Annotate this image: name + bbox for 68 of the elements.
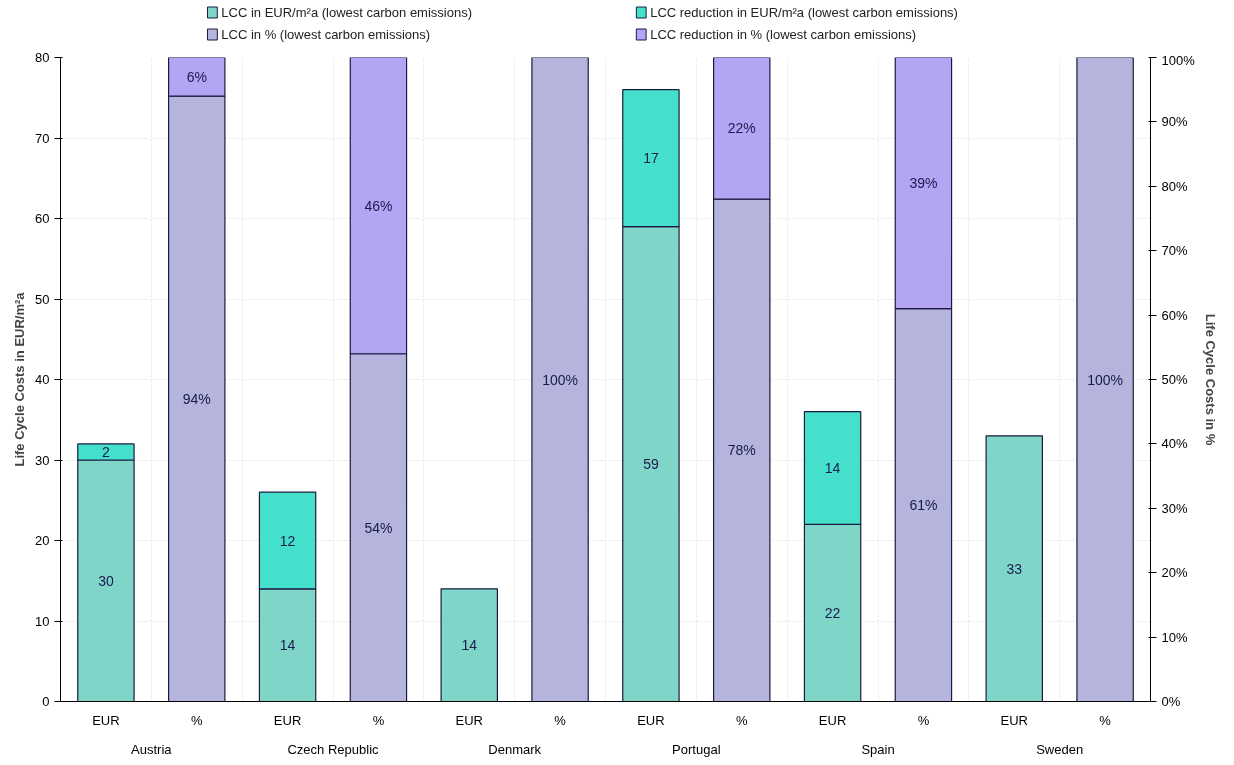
x-tick-label: % <box>917 712 930 728</box>
y2-tick-label: 0% <box>1161 694 1181 709</box>
legend-label: LCC reduction in % (lowest carbon emissions) <box>650 27 917 42</box>
data-label: 14 <box>461 637 478 654</box>
x-tick-label: EUR <box>818 712 847 728</box>
data-label: 6% <box>186 68 207 85</box>
bar <box>1076 57 1134 702</box>
y2-tick-label: 20% <box>1161 565 1188 581</box>
y-tick-label: 0 <box>42 694 50 709</box>
text: Czech Republic <box>287 741 380 757</box>
text: Austria <box>131 741 173 757</box>
bar <box>985 435 1044 702</box>
x-tick-label: % <box>372 712 385 728</box>
x-tick-label: % <box>190 712 203 728</box>
x-tick-label: EUR <box>455 712 483 728</box>
x-tick-label: % <box>554 712 567 728</box>
y2-tick-label: 30% <box>1161 500 1188 516</box>
y-tick-label: 70 <box>35 130 50 146</box>
y-tick-label: 80 <box>35 50 50 65</box>
y2-tick-label: 10% <box>1161 629 1188 645</box>
y-tick-label: 10 <box>35 613 50 629</box>
y-tick-label: 20 <box>35 533 50 548</box>
data-label: 94% <box>182 390 211 407</box>
data-label: 14 <box>824 460 841 477</box>
data-label: 14 <box>279 637 296 654</box>
y2-tick-label: 50% <box>1161 372 1188 387</box>
data-label: 17 <box>643 150 659 167</box>
data-label: 22% <box>727 120 756 137</box>
data-label: 39% <box>909 175 938 192</box>
data-label: 78% <box>727 442 756 459</box>
data-label: 33 <box>1006 560 1023 577</box>
y-tick-label: 40 <box>35 372 50 387</box>
x-tick-label: EUR <box>273 712 302 728</box>
text: Spain <box>861 741 895 757</box>
y-tick-label: 30 <box>35 452 50 468</box>
data-label: 59 <box>643 456 659 473</box>
y-tick-label: 60 <box>35 211 50 226</box>
x-tick-label: % <box>735 712 748 728</box>
data-label: 54% <box>364 519 393 536</box>
data-label: 2 <box>102 443 111 460</box>
data-label: 30 <box>98 572 114 589</box>
y2-tick-label: 80% <box>1161 178 1188 194</box>
y2-tick-label: 70% <box>1161 243 1188 259</box>
legend-label: LCC reduction in EUR/m²a (lowest carbon emissions) <box>650 5 958 20</box>
y2-tick-label: 60% <box>1161 307 1188 323</box>
y-tick-label: 50 <box>35 291 50 307</box>
legend-label: LCC in EUR/m²a (lowest carbon emissions) <box>221 5 473 20</box>
y2-axis-title: Life Cycle Costs in % <box>1202 313 1218 446</box>
text: Portugal <box>672 741 721 757</box>
x-tick-label: EUR <box>92 712 120 728</box>
text: Sweden <box>1036 741 1084 757</box>
y2-tick-label: 100% <box>1161 52 1196 68</box>
y2-tick-label: 90% <box>1161 114 1188 130</box>
bar <box>440 588 499 702</box>
data-label: 12 <box>279 532 296 549</box>
x-tick-label: EUR <box>1000 712 1028 728</box>
data-label: 100% <box>1087 371 1123 388</box>
bar <box>531 57 589 702</box>
text: Denmark <box>488 741 542 757</box>
x-tick-label: EUR <box>637 712 665 728</box>
data-label: 61% <box>909 497 938 514</box>
y2-tick-label: 40% <box>1161 436 1188 452</box>
legend-label: LCC in % (lowest carbon emissions) <box>221 27 431 42</box>
x-tick-label: % <box>1099 712 1112 728</box>
y-axis-title: Life Cycle Costs in EUR/m²a <box>12 291 28 467</box>
data-label: 46% <box>364 197 393 214</box>
data-label: 100% <box>542 371 578 388</box>
data-label: 22 <box>824 604 841 621</box>
